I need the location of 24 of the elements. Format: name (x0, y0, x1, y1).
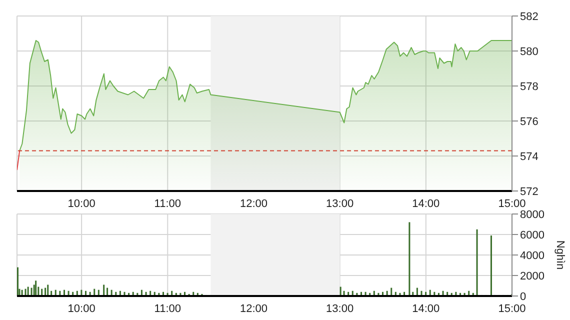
y-tick-label: 0 (520, 290, 526, 303)
y-tick-label: 572 (520, 186, 538, 198)
x-tick-label: 10:00 (68, 302, 96, 315)
y-tick-label: 4000 (520, 250, 544, 262)
x-tick-label: 15:00 (498, 302, 526, 315)
y-tick-label: 580 (520, 46, 538, 58)
x-tick-label: 10:00 (68, 198, 96, 210)
x-tick-label: 13:00 (326, 198, 354, 210)
x-tick-label: 14:00 (412, 198, 440, 210)
x-tick-label: 13:00 (326, 302, 354, 315)
y-tick-label: 2000 (520, 270, 544, 282)
y-axis-title: Nghìn (554, 240, 566, 270)
x-tick-label: 11:00 (154, 302, 182, 315)
y-tick-label: 574 (520, 150, 538, 163)
x-tick-label: 12:00 (240, 302, 268, 315)
x-tick-label: 15:00 (498, 198, 526, 210)
x-tick-label: 14:00 (412, 302, 440, 315)
y-tick-label: 8000 (520, 208, 544, 221)
x-tick-label: 12:00 (240, 198, 268, 210)
x-tick-label: 11:00 (154, 198, 182, 210)
y-tick-label: 6000 (520, 229, 544, 242)
y-tick-label: 576 (520, 116, 538, 128)
y-tick-label: 582 (520, 10, 538, 23)
y-tick-label: 578 (520, 80, 538, 93)
